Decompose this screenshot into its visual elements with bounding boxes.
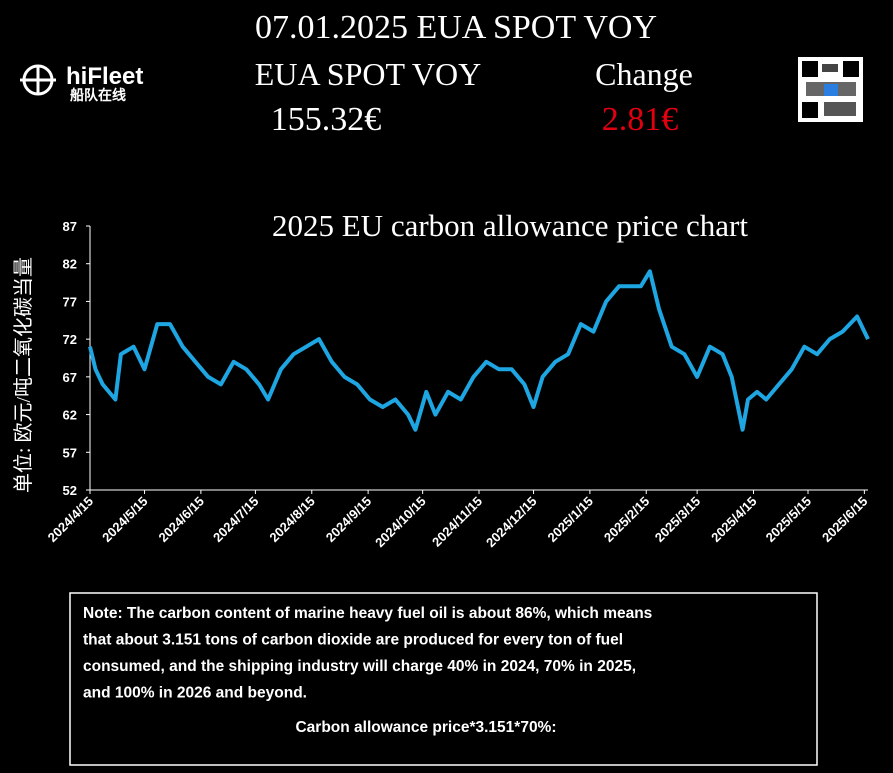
note: Note: The carbon content of marine heavy… (83, 605, 652, 736)
logo-sub: 船队在线 (70, 87, 126, 103)
left-value: 155.32€ (271, 101, 382, 138)
qr-logo (824, 84, 838, 96)
chart-title: 2025 EU carbon allowance price chart (272, 208, 748, 243)
note-line: that about 3.151 tons of carbon dioxide … (83, 632, 623, 649)
price-line (88, 269, 870, 432)
note-line: consumed, and the shipping industry will… (83, 658, 636, 675)
note-line: and 100% in 2026 and beyond. (83, 685, 307, 702)
y-axis-label: 单位: 欧元/吨二氧化碳当量 (12, 257, 35, 493)
note-formula: Carbon allowance price*3.151*70%: (295, 719, 556, 736)
logo-text: hiFleet (66, 63, 143, 90)
note-box (69, 592, 818, 766)
y-tick-label: 87 (63, 219, 77, 234)
y-tick-label: 62 (63, 408, 77, 423)
qr-block (843, 61, 859, 77)
logo: hiFleet 船队在线 (20, 63, 143, 103)
note-line: Note: The carbon content of marine heavy… (83, 605, 652, 622)
right-label: Change (595, 56, 693, 92)
y-tick-label: 67 (63, 370, 77, 385)
y-tick-label: 57 (63, 445, 77, 460)
qr-block (802, 61, 818, 77)
y-tick-label: 77 (63, 294, 77, 309)
qr-block (822, 64, 838, 72)
qr-block (824, 102, 856, 116)
y-tick-label: 72 (63, 332, 77, 347)
header-title: 07.01.2025 EUA SPOT VOY (255, 9, 657, 46)
y-tick-label: 82 (63, 257, 77, 272)
qr-code (798, 57, 863, 122)
left-label: EUA SPOT VOY (255, 56, 481, 92)
right-value: 2.81€ (602, 101, 679, 138)
qr-block (802, 102, 818, 118)
y-tick-label: 52 (63, 483, 77, 498)
